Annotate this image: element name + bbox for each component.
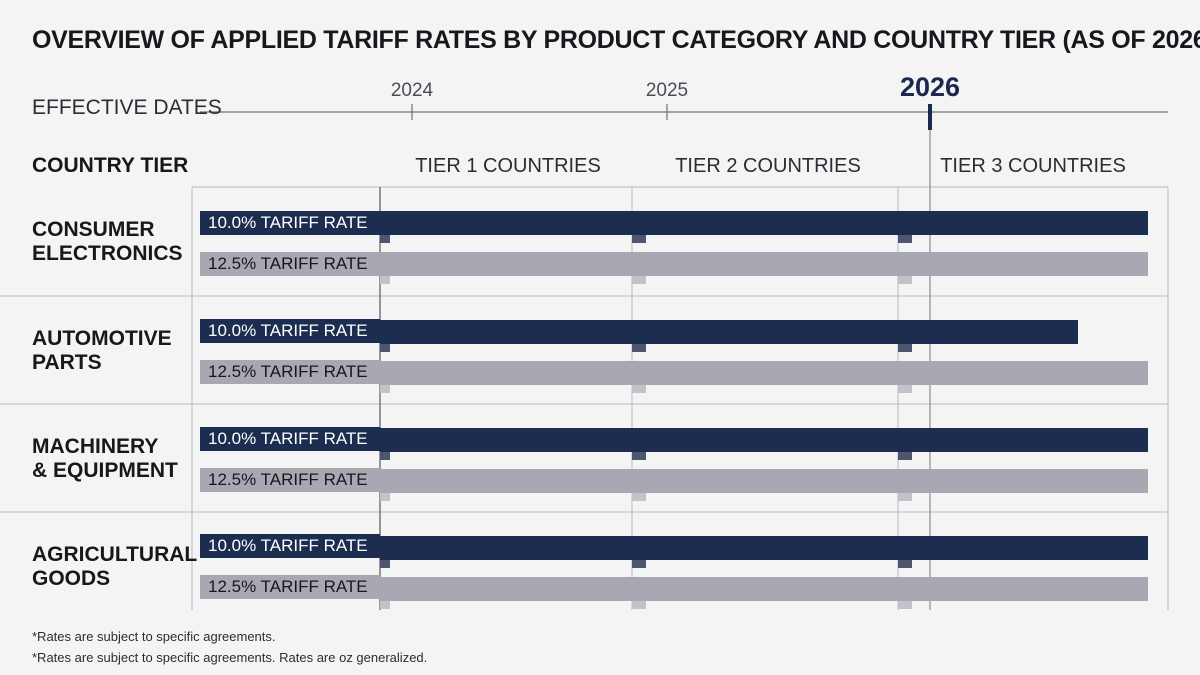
year-label-2026: 2026 [899,72,961,102]
category-label-line: & EQUIPMENT [32,459,178,482]
category-label-line: PARTS [32,351,102,374]
bar-tab-mark [380,235,390,243]
bar-tab-mark [898,601,912,609]
bar-tab-mark [898,493,912,501]
bar-machinery-equipment-10 [380,428,1148,452]
bar-tab-mark [380,276,390,284]
bar-tab-mark [898,344,912,352]
chart-title: OVERVIEW OF APPLIED TARIFF RATES BY PROD… [32,26,1200,54]
bar-tab-mark [380,493,390,501]
bar-tab-mark [898,560,912,568]
tier-header-1: TIER 1 COUNTRIES [415,155,601,177]
bar-tab-mark [632,560,646,568]
category-label-line: MACHINERY [32,435,159,458]
footnote-1: *Rates are subject to specific agreement… [32,629,276,644]
bar-agricultural-goods-10 [380,536,1148,560]
rate-label-electronics-12-5: 12.5% TARIFF RATE [200,252,380,276]
bar-tab-mark [632,601,646,609]
tier-header-3: TIER 3 COUNTRIES [940,155,1126,177]
category-label-line: ELECTRONICS [32,242,183,265]
bar-tab-mark [380,452,390,460]
bar-machinery-equipment-12-5 [380,469,1148,493]
bar-tab-mark [632,235,646,243]
timeline-label: EFFECTIVE DATES [32,96,222,119]
category-label-line: AGRICULTURAL [32,543,198,566]
bar-tab-mark [898,276,912,284]
bar-agricultural-goods-12-5 [380,577,1148,601]
bar-tab-mark [632,452,646,460]
category-label-line: AUTOMOTIVE [32,327,172,350]
bar-tab-mark [380,601,390,609]
bar-tab-mark [898,452,912,460]
rate-label-agricultural-10: 10.0% TARIFF RATE [200,534,380,558]
bar-tab-mark [632,344,646,352]
bar-tab-mark [380,385,390,393]
rate-label-machinery-12-5: 12.5% TARIFF RATE [200,468,380,492]
rate-label-agricultural-12-5: 12.5% TARIFF RATE [200,575,380,599]
rate-label-automotive-12-5: 12.5% TARIFF RATE [200,360,380,384]
bar-automotive-parts-10 [380,320,1078,344]
bar-automotive-parts-12-5 [380,361,1148,385]
tier-header-2: TIER 2 COUNTRIES [675,155,861,177]
bar-consumer-electronics-10 [380,211,1148,235]
bar-tab-mark [898,385,912,393]
year-label-2025: 2025 [645,80,689,101]
rate-label-machinery-10: 10.0% TARIFF RATE [200,427,380,451]
year-label-2024: 2024 [390,80,434,101]
category-label-consumer-electronics: CONSUMER ELECTRONICS [32,218,192,266]
rate-label-automotive-10: 10.0% TARIFF RATE [200,319,380,343]
category-label-machinery-equipment: MACHINERY & EQUIPMENT [32,435,192,483]
bar-consumer-electronics-12-5 [380,252,1148,276]
bar-tab-mark [898,235,912,243]
tier-axis-label: COUNTRY TIER [32,154,189,177]
rate-label-electronics-10: 10.0% TARIFF RATE [200,211,380,235]
category-label-line: CONSUMER [32,218,155,241]
footnote-2: *Rates are subject to specific agreement… [32,650,428,665]
bar-tab-mark [380,560,390,568]
category-label-agricultural-goods: AGRICULTURAL GOODS [32,543,198,591]
bar-tab-mark [632,493,646,501]
category-label-automotive-parts: AUTOMOTIVE PARTS [32,327,192,375]
category-label-line: GOODS [32,567,111,590]
bar-tab-mark [632,276,646,284]
bar-tab-mark [380,344,390,352]
bar-tab-mark [632,385,646,393]
